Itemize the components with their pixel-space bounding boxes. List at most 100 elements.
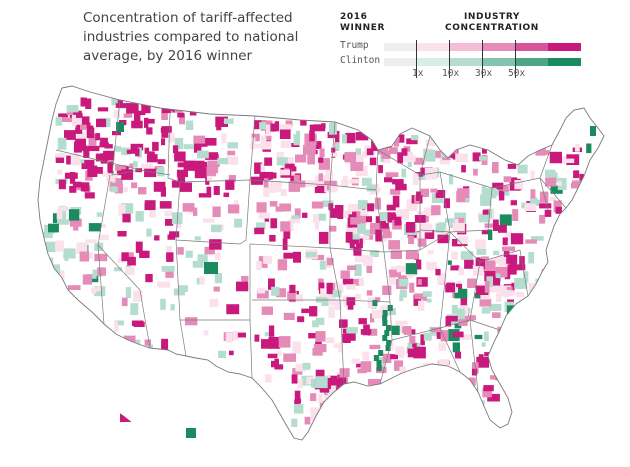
county-cell <box>398 278 409 287</box>
county-cell <box>199 276 205 285</box>
county-cell <box>132 161 138 168</box>
county-cell <box>280 169 290 176</box>
county-cell <box>431 205 441 216</box>
county-cell <box>503 248 510 257</box>
county-cell <box>207 166 219 174</box>
county-cell <box>194 167 207 179</box>
county-cell <box>482 387 492 398</box>
county-cell <box>113 267 122 272</box>
county-cell <box>317 394 323 403</box>
county-cell <box>390 250 402 259</box>
county-cell <box>309 124 316 131</box>
county-cell <box>321 297 329 307</box>
state-borders <box>55 99 567 393</box>
county-cell <box>342 333 351 343</box>
county-cell <box>182 203 195 212</box>
county-cell <box>69 186 77 193</box>
county-cell <box>552 279 561 290</box>
county-cell <box>501 344 509 355</box>
county-cell <box>185 317 198 326</box>
county-cell <box>549 151 562 164</box>
county-cell <box>41 277 54 285</box>
county-cell <box>167 234 176 240</box>
county-cell <box>161 341 168 351</box>
county-cell <box>387 212 396 223</box>
county-cell <box>347 302 354 310</box>
county-cell <box>495 266 508 278</box>
county-cell <box>70 218 82 227</box>
county-cell <box>294 398 302 404</box>
county-cell <box>405 263 418 275</box>
county-cell <box>51 273 56 278</box>
county-cell <box>183 144 194 150</box>
county-cell <box>530 197 538 205</box>
county-cell <box>463 315 476 321</box>
county-cell <box>405 222 416 233</box>
county-cell <box>384 133 394 138</box>
county-cell <box>452 239 462 247</box>
county-cell <box>174 138 184 150</box>
county-cell <box>110 186 118 193</box>
county-cell <box>562 275 571 284</box>
county-cell <box>133 321 145 327</box>
county-cell <box>236 332 246 338</box>
county-cell <box>57 293 64 299</box>
county-cell <box>146 154 158 163</box>
county-cell <box>268 337 281 349</box>
county-cell <box>307 153 315 165</box>
county-cell <box>315 317 325 326</box>
county-cell <box>498 190 505 201</box>
legend-swatch <box>384 43 417 51</box>
county-cell <box>194 236 201 241</box>
county-cell <box>328 282 338 295</box>
county-cell <box>136 110 146 116</box>
county-cell <box>399 366 407 374</box>
county-cell <box>206 175 213 181</box>
county-cell <box>263 256 273 264</box>
county-cell <box>166 252 174 262</box>
county-cell <box>309 130 315 142</box>
county-cell <box>274 364 284 370</box>
county-cell <box>304 416 311 425</box>
county-cell <box>156 282 169 287</box>
county-cell <box>447 260 452 265</box>
county-cell <box>303 144 316 155</box>
county-cell <box>256 222 266 230</box>
county-cell <box>268 278 275 290</box>
county-cell <box>578 240 591 249</box>
county-cell <box>55 116 62 126</box>
county-cell <box>268 325 275 337</box>
county-cell <box>357 368 367 374</box>
county-cell <box>125 287 132 299</box>
county-cell <box>482 209 489 215</box>
county-cell <box>503 290 510 298</box>
legend-10x-marker <box>449 40 450 78</box>
county-cell <box>264 157 273 166</box>
county-cell <box>360 329 372 335</box>
county-cell <box>312 214 320 223</box>
county-cell <box>375 229 382 242</box>
county-cell <box>311 201 324 209</box>
county-cell <box>118 204 126 216</box>
county-cell <box>388 308 396 316</box>
county-cell <box>572 180 585 185</box>
county-cell <box>55 240 64 252</box>
county-cell <box>476 285 489 295</box>
county-cell <box>209 239 222 250</box>
county-cell <box>385 325 391 331</box>
county-cell <box>289 284 296 293</box>
county-cell <box>485 262 493 269</box>
county-cell <box>443 198 450 209</box>
county-cell <box>114 183 123 194</box>
county-cell <box>435 190 446 198</box>
county-cell <box>384 330 390 336</box>
county-cell <box>444 135 458 145</box>
county-cell <box>41 231 53 239</box>
county-cell <box>100 153 107 164</box>
county-cell <box>579 260 586 267</box>
county-cell <box>84 192 95 199</box>
county-cell <box>123 113 133 118</box>
county-cell <box>96 167 103 174</box>
county-cell <box>508 147 516 153</box>
county-cell <box>192 261 204 268</box>
